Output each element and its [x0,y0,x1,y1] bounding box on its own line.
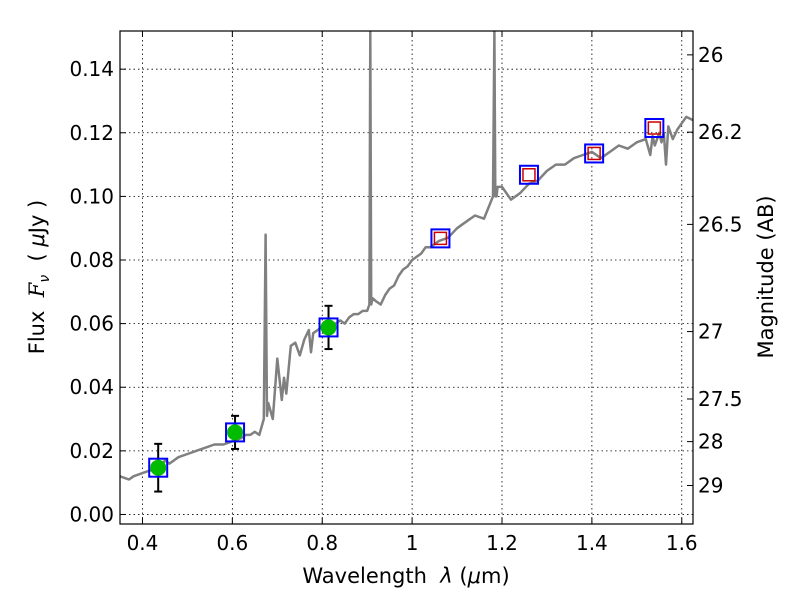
photometry-layer [148,118,665,493]
y-tick-label: 0.10 [69,184,114,208]
plot-frame [119,30,694,525]
upper-limit-square [433,231,448,246]
model-flux-square [430,228,451,249]
spectrum-layer [120,31,693,481]
y2-tick-label: 27.5 [698,387,743,411]
model-flux-square [225,422,246,443]
upper-limit-square [587,146,601,161]
y-tick-label: 0.08 [69,248,114,272]
y-tick-label: 0.06 [69,312,114,336]
y2-tick-label: 29 [698,474,723,498]
y-axis-label: Flux Fν ( μJy ) [25,200,53,355]
x-tick-label: 0.6 [216,531,248,555]
y-label-unit-open: ( [25,247,49,275]
x-axis-label: Wavelength λ (μm) [302,564,509,588]
x-label-mu: μ [467,564,481,588]
ticks-layer: 0.4 0.6 0.8 1 1.2 1.4 1.6 0.00 0.02 0.04 0.06 0.08 0… [69,31,743,555]
model-flux-square [584,143,605,164]
x-label-lambda: λ [439,564,452,588]
y-tick-label: 0.14 [69,57,114,81]
y2-tick-label: 26.5 [698,212,743,236]
detection-marker [150,459,167,476]
y-label-f: F [25,281,49,298]
spectrum-line [120,31,693,481]
upper-limit-square [522,168,536,182]
model-flux-square [518,164,539,185]
y2-tick-label: 27 [698,320,723,344]
y-tick-label: 0.12 [69,121,114,145]
x-tick-label: 0.4 [127,531,159,555]
y-label-prefix: Flux [25,297,49,354]
y-tick-label: 0.00 [69,502,114,526]
upper-limit-square [647,121,662,135]
detection-marker [227,424,244,441]
y2-tick-label: 26.2 [698,120,743,144]
y-label-mu: μ [25,233,49,247]
y2-tick-label: 26 [698,43,723,67]
y-label-nu: ν [37,275,53,283]
y-tick-label: 0.04 [69,375,114,399]
model-flux-square [644,118,665,139]
y-label-unit-close: Jy ) [25,200,49,236]
x-tick-label: 1.2 [486,531,518,555]
model-flux-square [318,317,339,338]
detection-marker [320,319,337,336]
model-flux-square [148,457,169,478]
x-tick-label: 0.8 [306,531,338,555]
plot-background [120,31,693,524]
y2-axis-label: Magnitude (AB) [754,195,778,358]
x-tick-label: 1 [406,531,419,555]
y2-tick-label: 28 [698,430,723,454]
x-label-prefix: Wavelength [302,564,440,588]
x-tick-label: 1.4 [576,531,608,555]
y-tick-label: 0.02 [69,439,114,463]
x-tick-label: 1.6 [666,531,698,555]
x-label-unit-close: m) [481,564,510,588]
x-label-unit-open: ( [453,564,468,588]
